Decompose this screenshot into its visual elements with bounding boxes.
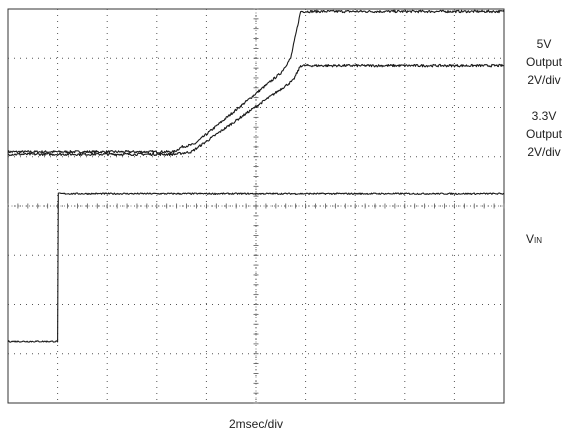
label-3v3-output-line2: Output (526, 127, 563, 141)
traces (7, 9, 505, 343)
label-3v3-output-line1: 3.3V (532, 109, 557, 123)
label-vin: VIN (526, 232, 542, 246)
graticule (7, 8, 505, 404)
label-vin-main: V (526, 232, 534, 246)
label-vin-sub: IN (534, 236, 542, 245)
trace-vin (7, 192, 505, 343)
label-5v-output-line2: Output (526, 55, 563, 69)
trace-5v-output (7, 9, 505, 154)
x-axis-label: 2msec/div (229, 417, 283, 431)
trace-3v3-output (7, 63, 505, 157)
label-5v-output-line3: 2V/div (527, 73, 560, 87)
label-5v-output-line1: 5V (537, 37, 552, 51)
label-3v3-output-line3: 2V/div (527, 145, 560, 159)
